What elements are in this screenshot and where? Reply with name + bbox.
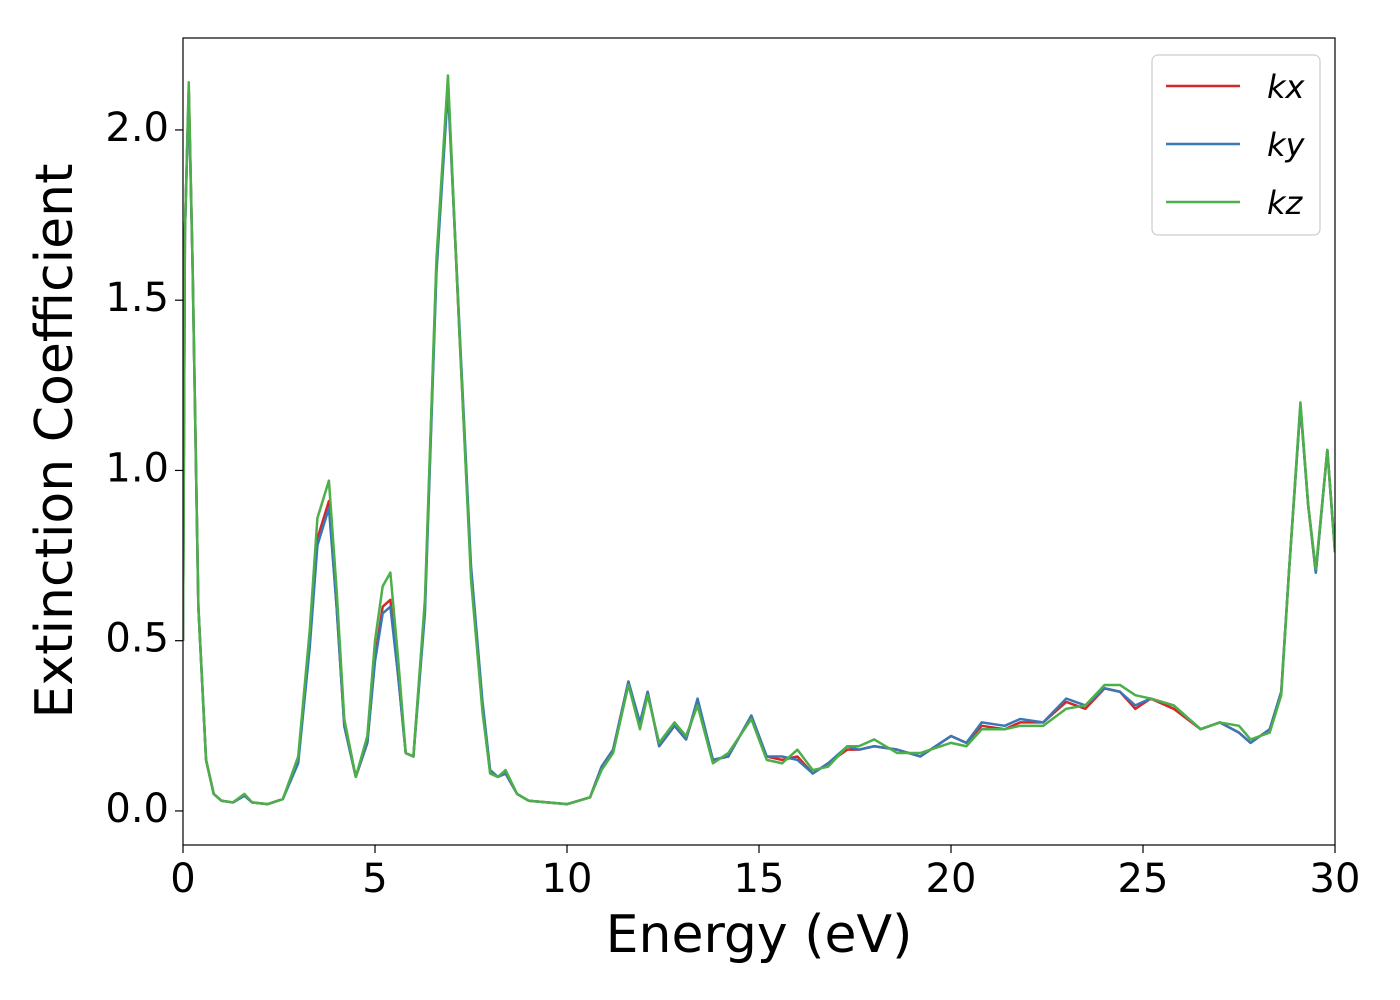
x-tick-label: 5 xyxy=(362,856,387,902)
y-tick-label: 0.5 xyxy=(105,616,169,662)
plot-frame xyxy=(182,37,1336,846)
x-tick-label: 15 xyxy=(734,856,785,902)
series-line xyxy=(183,74,1335,806)
legend-label: kx xyxy=(1267,68,1306,106)
y-tick-label: 2.0 xyxy=(105,105,169,151)
x-tick-label: 25 xyxy=(1118,856,1169,902)
x-axis-label: Energy (eV) xyxy=(606,905,913,965)
y-axis-label: Extinction Coefficient xyxy=(25,164,85,719)
y-tick-label: 0.0 xyxy=(105,786,169,832)
x-tick-label: 20 xyxy=(926,856,977,902)
x-tick-label: 30 xyxy=(1310,856,1361,902)
x-tick-label: 10 xyxy=(542,856,593,902)
y-tick-label: 1.5 xyxy=(105,275,169,321)
legend-label: ky xyxy=(1267,126,1306,164)
y-tick-label: 1.0 xyxy=(105,445,169,491)
x-tick-label: 0 xyxy=(170,856,195,902)
series-line xyxy=(183,87,1335,806)
legend-label: kz xyxy=(1267,184,1304,222)
